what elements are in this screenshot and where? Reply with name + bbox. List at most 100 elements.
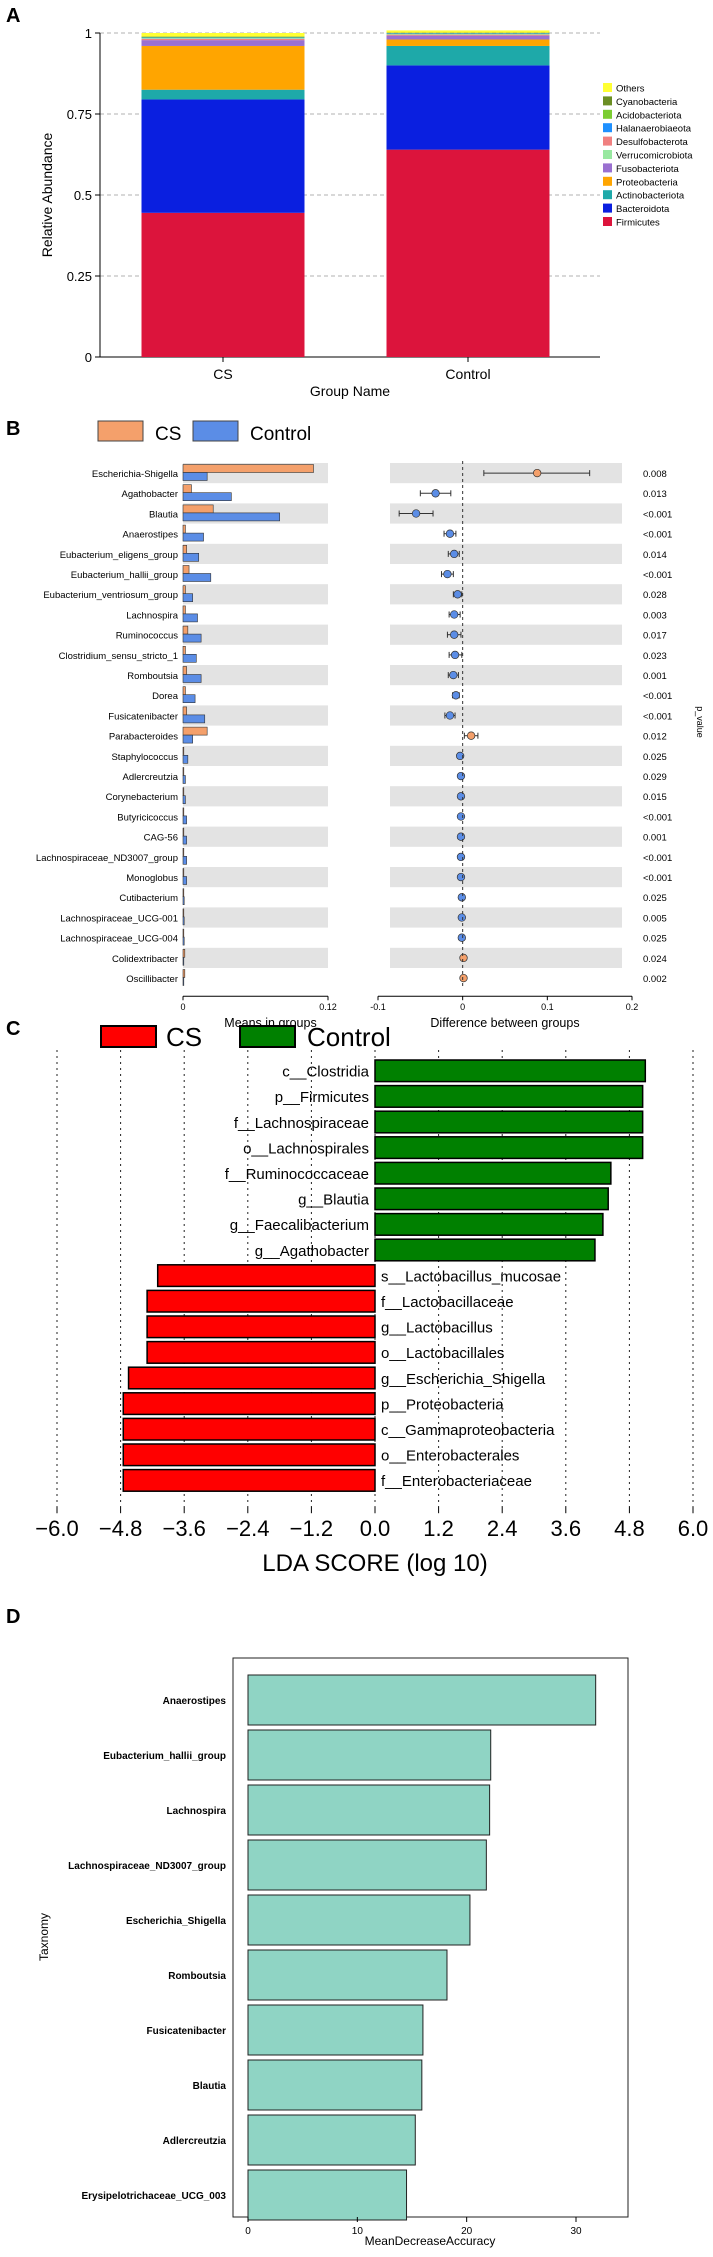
stack-segment-bacteroidota: [142, 99, 305, 212]
bar-cs: [183, 970, 185, 978]
importance-bar: [248, 1895, 470, 1945]
stack-segment-actinobacteriota: [387, 46, 550, 65]
x-tick-label: −6.0: [35, 1516, 78, 1541]
bar-control: [183, 715, 205, 723]
legend-swatch: [603, 204, 612, 213]
bar-control: [183, 513, 280, 521]
difference-point: [457, 853, 465, 861]
legend-label-control: Control: [250, 424, 311, 445]
legend-label: Acidobacteriota: [616, 110, 682, 121]
legend-swatch: [603, 177, 612, 186]
p-value: 0.012: [643, 732, 667, 743]
importance-bar: [248, 1840, 486, 1890]
difference-point: [458, 894, 466, 902]
row-band: [183, 665, 328, 685]
taxon-label: Romboutsia: [168, 1971, 226, 1982]
x-axis-label: MeanDecreaseAccuracy: [365, 2234, 496, 2248]
taxon-label: Romboutsia: [127, 671, 178, 682]
legend-label: Bacteroidota: [616, 204, 670, 215]
bar-control: [183, 755, 188, 763]
bar-cs: [183, 909, 184, 917]
legend-swatch: [603, 163, 612, 172]
bar-cs: [183, 505, 213, 513]
taxon-label: p__Proteobacteria: [381, 1396, 504, 1413]
legend-swatch-control: [240, 1026, 295, 1047]
difference-point: [451, 651, 459, 659]
p-value: 0.023: [643, 651, 667, 662]
x-tick-label: −1.2: [290, 1516, 333, 1541]
taxon-label: Agathobacter: [121, 489, 178, 500]
lda-bar: [375, 1162, 611, 1184]
y-tick-label: 1: [85, 26, 92, 41]
lda-bar: [129, 1367, 375, 1389]
taxon-label: c__Clostridia: [282, 1064, 369, 1081]
legend-label: Actinobacteriota: [616, 191, 685, 202]
bar-control: [183, 614, 198, 622]
x-tick-label: 1.2: [423, 1516, 454, 1541]
legend-swatch: [603, 150, 612, 159]
difference-point: [460, 954, 468, 962]
p-value: <0.001: [643, 530, 672, 541]
lda-bar: [375, 1188, 608, 1210]
p-value: <0.001: [643, 711, 672, 722]
difference-point: [450, 550, 458, 558]
stack-segment-halanaerobiaeota: [387, 33, 550, 34]
lda-bar: [375, 1137, 643, 1159]
difference-point: [458, 914, 466, 922]
row-band: [183, 867, 328, 887]
difference-point: [444, 570, 452, 578]
bar-control: [183, 877, 187, 885]
p-value: 0.025: [643, 893, 667, 904]
p-value: 0.014: [643, 550, 667, 561]
row-band: [390, 786, 622, 806]
bar-control: [183, 957, 184, 965]
row-band: [390, 625, 622, 645]
taxon-label: Erysipelotrichaceae_UCG_003: [81, 2191, 226, 2202]
lda-bar: [375, 1086, 643, 1108]
bar-cs: [183, 667, 187, 675]
taxon-label: c__Gammaproteobacteria: [381, 1422, 555, 1439]
legend-swatch-cs: [98, 421, 143, 441]
lda-bar: [123, 1393, 375, 1415]
bar-cs: [183, 768, 184, 776]
stack-segment-others: [142, 33, 305, 37]
bar-control: [183, 473, 207, 481]
taxon-label: s__Lactobacillus_mucosae: [381, 1268, 561, 1285]
bar-control: [183, 816, 187, 824]
p-value: <0.001: [643, 570, 672, 581]
bar-cs: [183, 869, 184, 877]
row-band: [183, 786, 328, 806]
difference-point: [533, 469, 541, 477]
p-value: 0.015: [643, 792, 667, 803]
right-x-tick-label: -0.1: [370, 1002, 386, 1012]
taxon-label: Adlercreutzia: [123, 772, 179, 783]
taxon-label: f__Enterobacteriaceae: [381, 1473, 532, 1490]
bar-cs: [183, 929, 184, 937]
p-value: 0.017: [643, 631, 667, 642]
importance-bar: [248, 2170, 407, 2220]
p-value: <0.001: [643, 853, 672, 864]
lda-bar: [123, 1470, 375, 1492]
bar-cs: [183, 848, 184, 856]
bar-cs: [183, 525, 185, 533]
bar-control: [183, 735, 193, 743]
panel-letter-c: C: [6, 1018, 20, 1040]
panel-letter-a: A: [6, 5, 20, 27]
x-tick-label: 6.0: [678, 1516, 709, 1541]
taxon-label: Parabacteroides: [109, 732, 178, 743]
row-band: [390, 584, 622, 604]
panel-d: DAnaerostipesEubacterium_hallii_groupLac…: [6, 1606, 628, 2248]
row-band: [183, 827, 328, 847]
bar-cs: [183, 949, 185, 957]
lda-bar: [123, 1444, 375, 1466]
bar-cs: [183, 545, 187, 553]
importance-bar: [248, 1950, 447, 2000]
legend-swatch-control: [193, 421, 238, 441]
taxon-label: Eubacterium_ventriosum_group: [43, 590, 178, 601]
lda-bar: [147, 1316, 375, 1338]
x-tick-label: 4.8: [614, 1516, 645, 1541]
taxon-label: g__Faecalibacterium: [230, 1217, 369, 1234]
legend-label: Cyanobacteria: [616, 97, 678, 108]
